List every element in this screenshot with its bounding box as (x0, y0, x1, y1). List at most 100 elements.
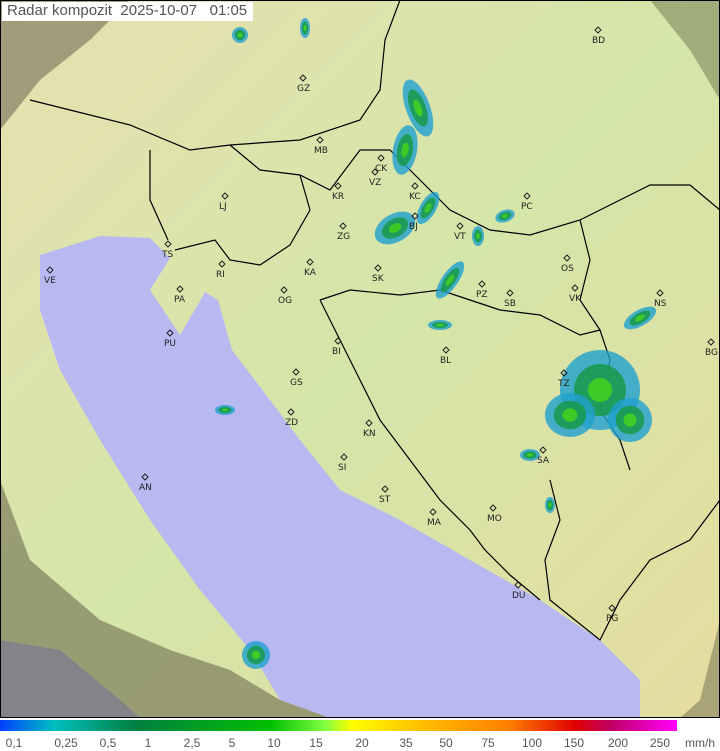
city-marker-icon (429, 508, 437, 516)
rain-echo (623, 413, 637, 427)
legend-tick-label: 0,1 (5, 736, 23, 750)
outside-range-bottomleft (0, 480, 330, 718)
city-marker-icon (374, 264, 382, 272)
city-mb: MB (314, 136, 328, 156)
legend-tick-label: 0,5 (99, 736, 117, 750)
city-mo: MO (487, 504, 502, 524)
city-zd: ZD (285, 408, 298, 428)
city-marker-icon (560, 369, 568, 377)
city-label: TS (161, 250, 173, 260)
city-label: KC (409, 192, 421, 202)
rain-echo (588, 378, 612, 402)
city-pu: PU (164, 329, 176, 349)
city-ts: TS (161, 240, 173, 260)
city-marker-icon (523, 192, 531, 200)
city-marker-icon (608, 604, 616, 612)
city-label: ZG (337, 232, 350, 242)
precipitation-echoes (215, 18, 657, 669)
rain-echo (548, 502, 552, 508)
city-marker-icon (141, 473, 149, 481)
city-label: PU (164, 339, 176, 349)
city-label: VE (44, 276, 56, 286)
city-label: PC (521, 202, 533, 212)
city-marker-icon (316, 136, 324, 144)
city-marker-icon (506, 289, 514, 297)
city-marker-icon (218, 260, 226, 268)
legend-tick-label: 15 (309, 736, 323, 750)
city-vt: VT (454, 222, 466, 242)
city-marker-icon (571, 284, 579, 292)
city-label: AN (139, 483, 152, 493)
legend-color-scale (0, 720, 677, 731)
country-borders (29, 0, 720, 641)
outside-range-bottomright (680, 620, 720, 718)
city-label: VK (569, 294, 582, 304)
city-label: BD (592, 36, 605, 46)
city-sk: SK (372, 264, 385, 284)
city-os: OS (561, 254, 574, 274)
city-sa: SA (537, 446, 550, 466)
map-title: Radar kompozit 2025-10-07 01:05 (2, 2, 254, 21)
city-label: KA (304, 268, 317, 278)
legend-tick-label: 2,5 (183, 736, 201, 750)
legend-tick-label: 10 (267, 736, 281, 750)
city-label: SK (372, 274, 385, 284)
city-label: MO (487, 514, 502, 524)
rain-echo (303, 25, 307, 31)
rain-echo (436, 323, 444, 327)
city-marker-icon (334, 337, 342, 345)
city-st: ST (379, 485, 391, 505)
outside-range-topleft (0, 0, 130, 130)
outside-range-topright (650, 0, 720, 100)
precipitation-legend: 0,1 0,25 0,5 1 2,5 5 10 15 20 35 50 75 100 150 200 250 m… (0, 718, 720, 751)
city-label: CK (375, 164, 388, 174)
city-du: DU (512, 581, 526, 601)
city-pa: PA (174, 285, 186, 305)
city-lj: LJ (219, 192, 229, 212)
city-marker-icon (563, 254, 571, 262)
city-marker-icon (334, 182, 342, 190)
city-kn: KN (363, 419, 376, 439)
legend-tick-label: 35 (399, 736, 413, 750)
rain-echo (476, 233, 480, 239)
city-ka: KA (304, 258, 317, 278)
city-bl: BL (440, 346, 451, 366)
city-marker-icon (365, 419, 373, 427)
city-tz: TZ (557, 369, 570, 389)
city-marker-icon (280, 286, 288, 294)
rain-echo (445, 274, 455, 286)
city-zg: ZG (337, 222, 350, 242)
city-label: RI (216, 270, 225, 280)
legend-tick-label: 250 (649, 736, 671, 750)
city-bg: BG (705, 338, 718, 358)
city-ma: MA (427, 508, 442, 528)
legend-tick-label: 200 (607, 736, 629, 750)
city-marker-icon (377, 154, 385, 162)
city-markers: BD GZ MB CK VZ KR KC PC LJ ZG BJ VT TS VE RI KA SK OS PA OG… (44, 26, 718, 624)
city-bj: BJ (409, 212, 419, 232)
city-label: BG (705, 348, 718, 358)
legend-tick-label: 100 (521, 736, 543, 750)
city-label: PA (174, 295, 186, 305)
city-marker-icon (411, 212, 419, 220)
city-ve: VE (44, 266, 56, 286)
city-label: TZ (557, 379, 570, 389)
city-gz: GZ (297, 74, 310, 94)
city-label: GZ (297, 84, 310, 94)
city-vk: VK (569, 284, 582, 304)
city-label: VT (454, 232, 466, 242)
city-marker-icon (164, 240, 172, 248)
city-marker-icon (306, 258, 314, 266)
city-marker-icon (456, 222, 464, 230)
legend-tick-label: 0,25 (54, 736, 78, 750)
city-marker-icon (594, 26, 602, 34)
city-marker-icon (299, 74, 307, 82)
rain-echo (502, 214, 508, 218)
city-kr: KR (332, 182, 344, 202)
city-label: MA (427, 518, 442, 528)
rain-echo (527, 453, 533, 457)
city-marker-icon (176, 285, 184, 293)
city-marker-icon (371, 168, 379, 176)
city-label: SB (504, 299, 516, 309)
city-marker-icon (381, 485, 389, 493)
